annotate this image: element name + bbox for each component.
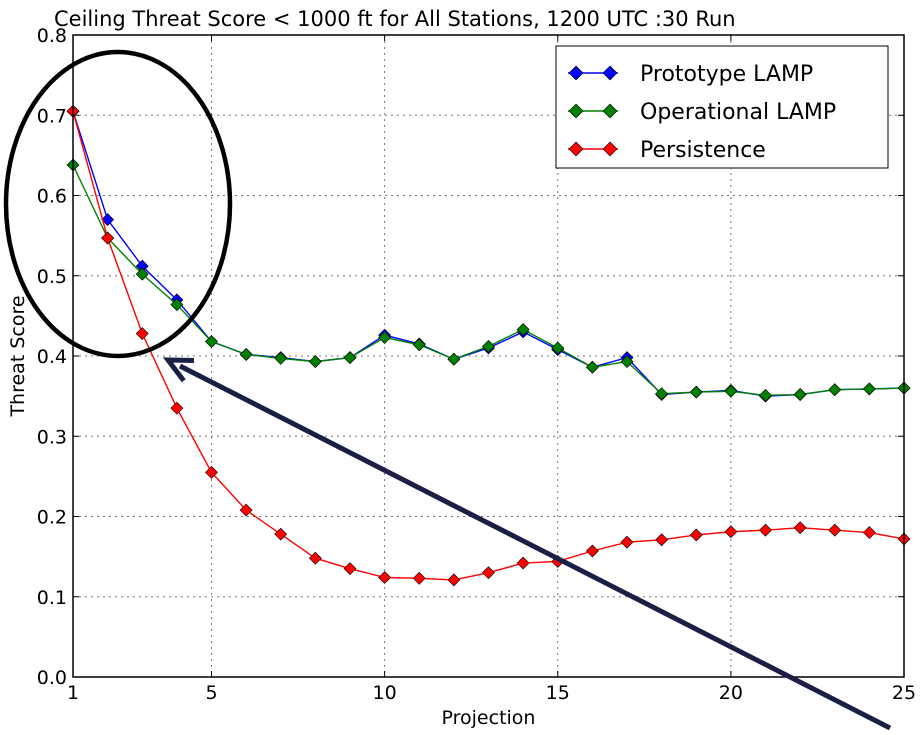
data-point [239,503,253,517]
data-point [170,401,184,415]
annotations [3,49,892,731]
data-point [447,573,461,587]
series-layer [66,104,911,587]
data-point [135,327,149,340]
series-line [72,164,905,397]
data-point [620,535,634,549]
data-point [585,544,599,558]
data-point [862,382,876,396]
series-persistence [66,104,911,587]
legend-entry: Prototype LAMP [568,62,813,87]
data-point [759,523,772,537]
data-point [724,525,738,539]
data-point [655,387,669,401]
data-point [447,352,461,366]
data-point [274,527,288,541]
data-point [308,551,322,565]
data-point [689,528,703,542]
legend-label: Operational LAMP [640,100,836,125]
arrow-shaft [178,363,892,731]
data-point [378,331,392,344]
legend-marker [568,103,584,119]
axis-ticks: 1 5 10 15 20 250.00.10.20.30.40.50.60.70.8 [37,25,916,704]
legend-entry: Persistence [568,138,766,163]
data-point [412,571,426,585]
legend-marker [602,141,618,157]
data-point [343,562,357,576]
legend-label: Prototype LAMP [640,62,813,87]
data-point [274,351,288,365]
legend-label: Persistence [640,138,766,163]
y-tick-label: 0.0 [37,667,67,689]
y-tick-label: 0.7 [37,105,67,127]
data-point [793,521,807,535]
legend-marker [602,65,618,81]
data-point [551,341,565,355]
data-point [793,388,807,401]
highlight-ellipse [3,49,233,359]
grid-lines [73,35,904,677]
data-point [620,355,634,369]
legend-marker [568,141,584,157]
y-tick-label: 0.6 [37,186,67,208]
data-point [205,335,218,348]
data-point [205,465,218,479]
legend-entry: Operational LAMP [568,100,836,125]
data-point [239,347,253,361]
data-point [308,355,322,369]
chart-title: Ceiling Threat Score < 1000 ft for All S… [54,7,736,31]
data-point [689,385,703,399]
data-point [655,533,669,547]
x-tick-label: 15 [546,682,570,704]
data-point [828,523,842,537]
legend-marker [602,103,618,119]
y-tick-label: 0.2 [37,507,67,529]
legend-marker [568,65,584,81]
data-point [343,351,357,365]
x-tick-label: 1 [67,682,79,704]
x-tick-label: 5 [205,682,217,704]
data-point [101,231,115,245]
data-point [516,323,530,336]
plot-frame [72,34,905,678]
data-point [482,339,495,353]
y-axis-label: Threat Score [7,295,29,417]
data-point [482,566,495,580]
y-tick-label: 0.3 [37,426,67,448]
y-tick-label: 0.1 [37,587,67,609]
data-point [724,384,738,398]
data-point [135,267,149,281]
y-tick-label: 0.4 [37,346,67,368]
data-point [759,388,772,402]
x-tick-label: 25 [892,682,916,704]
data-point [378,571,392,584]
data-point [516,556,530,570]
data-point [862,526,876,539]
legend: Prototype LAMP Operational LAMP Persistenc… [555,45,889,169]
y-tick-label: 0.5 [37,266,67,288]
x-tick-label: 10 [373,682,397,704]
data-point [412,338,426,352]
data-point [828,383,842,397]
data-point [585,360,599,374]
data-point [170,298,184,312]
x-axis-label: Projection [442,707,536,729]
data-point [101,213,115,226]
y-tick-label: 0.8 [37,25,67,47]
x-tick-label: 20 [719,682,743,704]
arrow-head [162,357,195,383]
